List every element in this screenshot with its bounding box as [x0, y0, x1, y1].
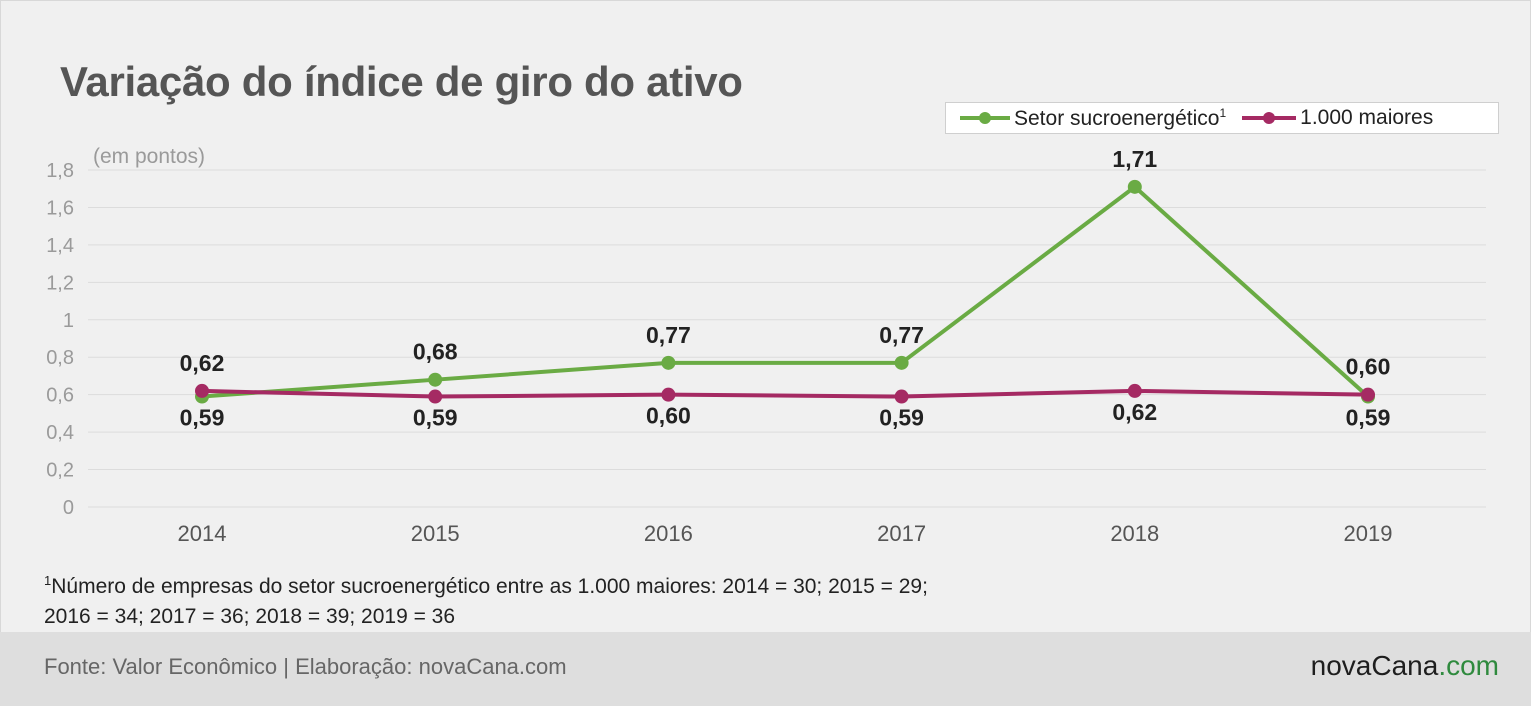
series-1-data-label: 0,77	[646, 322, 691, 348]
y-tick-label: 0,4	[46, 422, 74, 444]
series-2-point	[1361, 387, 1375, 402]
source-credit: Fonte: Valor Econômico | Elaboração: nov…	[44, 654, 567, 679]
series-1-data-label: 0,77	[879, 322, 924, 348]
legend: Setor sucroenergético1 1.000 maiores	[945, 102, 1499, 134]
legend-green-line-icon	[960, 112, 1010, 124]
series-line-1	[201, 184, 1370, 399]
footer-bar: Fonte: Valor Econômico | Elaboração: nov…	[0, 632, 1531, 706]
x-tick-label: 2016	[644, 521, 693, 546]
series-1-point	[428, 372, 443, 387]
series-2-data-label: 0,60	[646, 403, 691, 429]
y-tick-label: 1,2	[46, 272, 74, 294]
series-1-point	[661, 355, 676, 370]
novacana-logo: novaCana.com	[1310, 650, 1499, 681]
x-tick-label: 2018	[1110, 521, 1159, 546]
y-tick-label: 0,6	[46, 385, 74, 407]
chart-title: Variação do índice de giro do ativo	[60, 58, 743, 105]
y-axis-ticks: 0 0,2 0,4 0,6 0,8 1 1,2 1,4 1,6 1,8	[46, 160, 74, 519]
series-2-point	[428, 389, 443, 404]
series-2-data-label: 0,62	[1112, 399, 1157, 425]
series-1-point	[894, 355, 909, 370]
unit-label: (em pontos)	[93, 145, 205, 168]
legend-purple-line-icon	[1242, 112, 1297, 124]
series-2-data-label: 0,59	[879, 405, 924, 431]
data-labels: 0,59 0,68 0,77 0,77 1,71 0,59 0,62 0,59 0,60 0,59…	[180, 146, 1391, 431]
series-2-point	[894, 389, 909, 404]
legend-item-series1: Setor sucroenergético1	[960, 106, 1226, 131]
gridlines	[88, 169, 1486, 508]
y-tick-label: 0	[63, 497, 74, 519]
y-tick-label: 1,4	[46, 235, 74, 257]
footnote-line-1: 1Número de empresas do setor sucroenergé…	[44, 573, 928, 598]
x-axis-ticks: 2014 2015 2016 2017 2018 2019	[178, 521, 1393, 546]
x-tick-label: 2017	[877, 521, 926, 546]
series-2-data-label: 0,62	[180, 350, 225, 376]
y-tick-label: 0,2	[46, 460, 74, 482]
series-1-data-label: 0,59	[180, 405, 225, 431]
x-tick-label: 2019	[1344, 521, 1393, 546]
series-line-2	[201, 388, 1369, 399]
series-2-data-label: 0,60	[1346, 354, 1391, 380]
y-tick-label: 0,8	[46, 347, 74, 369]
series-lines	[201, 184, 1370, 399]
footnote: 1Número de empresas do setor sucroenergé…	[44, 566, 928, 632]
footnote-line-2: 2016 = 34; 2017 = 36; 2018 = 39; 2019 = …	[44, 605, 456, 628]
legend-label-series1: Setor sucroenergético1	[1014, 105, 1227, 130]
series-2-point	[195, 383, 209, 398]
series-1-data-label: 1,71	[1112, 146, 1157, 172]
y-tick-label: 1	[63, 310, 74, 332]
series-1-data-label: 0,59	[1346, 405, 1391, 431]
x-tick-label: 2014	[178, 521, 227, 546]
series-2-point	[661, 387, 676, 402]
series-2-data-label: 0,59	[413, 405, 458, 431]
y-tick-label: 1,8	[46, 160, 74, 182]
legend-item-series2: 1.000 maiores	[1242, 106, 1433, 130]
series-1-data-label: 0,68	[413, 339, 458, 365]
legend-label-series2: 1.000 maiores	[1300, 106, 1434, 129]
y-tick-label: 1,6	[46, 197, 74, 219]
series-2-point	[1127, 383, 1142, 398]
series-points	[195, 179, 1375, 404]
x-tick-label: 2015	[411, 521, 460, 546]
series-1-point	[1127, 179, 1142, 194]
